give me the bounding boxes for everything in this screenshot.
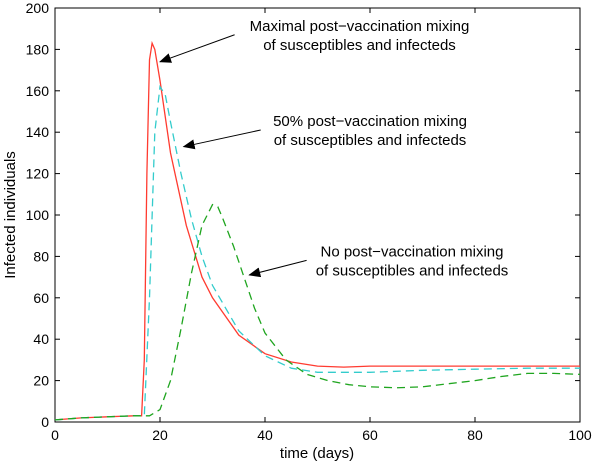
annotation-layer: Maximal post−vaccination mixing of suscep… [159,18,509,279]
annotation-2-line-1: 50% post−vaccination mixing [273,113,467,130]
y-tick-label: 80 [33,248,49,264]
y-tick-label: 140 [26,124,50,140]
y-tick-label: 60 [33,290,49,306]
x-axis-label: time (days) [280,445,354,462]
x-tick-label: 100 [568,427,592,443]
y-tick-label: 20 [33,373,49,389]
series-line-1 [54,40,580,421]
annotation-3-line-2: of susceptibles and infecteds [316,262,509,279]
y-tick-label: 200 [26,0,50,16]
y-axis-label: Infected individuals [2,151,19,279]
annotation-1-line-1: Maximal post−vaccination mixing [250,18,470,35]
annotation-arrow-2 [182,129,261,150]
axis-ticks: 0 20 40 60 80 100 0 20 40 60 80 100 120 140 160 180 200 [26,0,592,443]
series-layer [54,40,581,421]
series-line-3 [54,203,581,421]
x-tick-label: 80 [467,427,483,443]
y-tick-label: 40 [33,331,49,347]
plot-area [54,7,581,423]
x-tick-label: 60 [362,427,378,443]
annotation-arrow-1 [159,34,235,63]
annotation-3-line-1: No post−vaccination mixing [320,243,503,260]
annotation-arrow-3 [248,259,307,278]
y-tick-label: 120 [26,166,50,182]
y-tick-label: 180 [26,41,50,57]
y-tick-label: 160 [26,83,50,99]
x-tick-label: 20 [152,427,168,443]
x-tick-label: 0 [51,427,59,443]
annotation-2-line-2: of susceptibles and infecteds [274,132,467,149]
y-tick-label: 0 [41,414,49,430]
x-tick-label: 40 [257,427,273,443]
y-tick-label: 100 [26,207,50,223]
annotation-1-line-2: of susceptibles and infecteds [263,37,456,54]
